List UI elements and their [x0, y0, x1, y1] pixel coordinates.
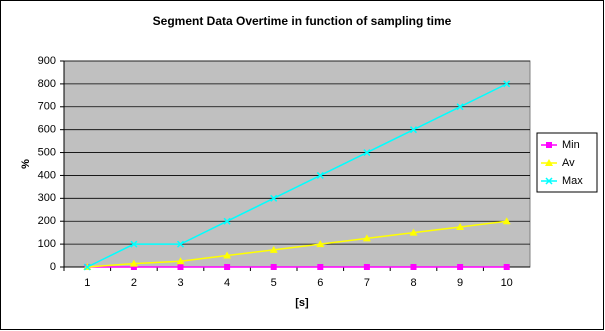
data-point [362, 234, 371, 242]
x-tick-label: 7 [364, 277, 370, 289]
data-point [456, 103, 464, 111]
x-tick-label: 4 [224, 277, 230, 289]
y-axis-label: % [20, 159, 32, 169]
data-point [316, 240, 325, 248]
data-point [456, 222, 465, 230]
data-point [83, 263, 91, 271]
y-tick-label: 600 [38, 124, 56, 136]
data-point [502, 217, 511, 225]
data-point [270, 264, 277, 270]
x-axis-label: [s] [295, 297, 309, 309]
y-tick-label: 0 [50, 261, 56, 273]
y-tick-label: 500 [38, 146, 56, 158]
data-point [503, 264, 510, 270]
x-tick-label: 1 [84, 277, 90, 289]
y-tick-label: 100 [38, 238, 56, 250]
data-point [363, 264, 370, 270]
plot-area [63, 60, 531, 268]
data-point [130, 240, 138, 248]
data-point [177, 264, 184, 270]
data-point [223, 217, 231, 225]
legend-marker [545, 177, 553, 185]
data-point [129, 259, 138, 267]
data-point [176, 240, 185, 248]
legend-label: Min [562, 139, 580, 151]
data-point [503, 80, 511, 88]
data-point [316, 171, 324, 179]
data-point [317, 264, 324, 270]
data-point [410, 264, 417, 270]
data-point [363, 149, 371, 157]
data-point [176, 257, 185, 265]
x-tick-label: 9 [457, 277, 463, 289]
data-point [457, 264, 464, 270]
x-tick-label: 2 [131, 277, 137, 289]
legend-marker [546, 142, 552, 148]
y-tick-label: 800 [38, 78, 56, 90]
x-tick-label: 3 [177, 277, 183, 289]
chart-title: Segment Data Overtime in function of sam… [153, 14, 452, 28]
data-point [269, 245, 278, 253]
data-point [409, 228, 418, 236]
y-tick-label: 300 [38, 192, 56, 204]
data-point [409, 126, 418, 134]
x-tick-label: 10 [501, 277, 513, 289]
y-tick-label: 700 [38, 101, 56, 113]
y-tick-label: 400 [38, 169, 56, 181]
data-point [270, 194, 278, 202]
y-tick-label: 900 [38, 55, 56, 67]
y-tick-label: 200 [38, 215, 56, 227]
legend-label: Max [562, 175, 583, 187]
x-tick-label: 6 [317, 277, 323, 289]
data-point [130, 264, 137, 270]
x-tick-label: 5 [271, 277, 277, 289]
series-line [87, 220, 507, 268]
legend-marker [545, 159, 553, 166]
data-point [223, 251, 232, 259]
x-tick-label: 8 [410, 277, 416, 289]
data-point [224, 264, 231, 270]
series-line [86, 83, 508, 268]
legend-label: Av [562, 157, 575, 169]
